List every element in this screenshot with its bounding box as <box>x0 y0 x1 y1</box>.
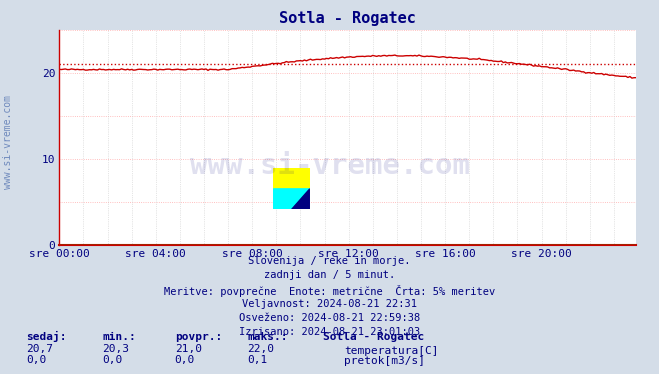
Text: 21,0: 21,0 <box>175 344 202 354</box>
Text: www.si-vreme.com: www.si-vreme.com <box>3 95 13 189</box>
Text: sedaj:: sedaj: <box>26 331 67 342</box>
Text: pretok[m3/s]: pretok[m3/s] <box>344 356 425 366</box>
Text: 0,0: 0,0 <box>175 355 195 365</box>
Polygon shape <box>273 168 310 189</box>
Text: Izrisano: 2024-08-21 23:01:03: Izrisano: 2024-08-21 23:01:03 <box>239 327 420 337</box>
Text: 0,0: 0,0 <box>26 355 47 365</box>
Text: 22,0: 22,0 <box>247 344 274 354</box>
Text: zadnji dan / 5 minut.: zadnji dan / 5 minut. <box>264 270 395 280</box>
Text: Slovenija / reke in morje.: Slovenija / reke in morje. <box>248 256 411 266</box>
Text: Meritve: povprečne  Enote: metrične  Črta: 5% meritev: Meritve: povprečne Enote: metrične Črta:… <box>164 285 495 297</box>
Text: Osveženo: 2024-08-21 22:59:38: Osveženo: 2024-08-21 22:59:38 <box>239 313 420 323</box>
Text: min.:: min.: <box>102 332 136 342</box>
Polygon shape <box>291 189 310 209</box>
Text: maks.:: maks.: <box>247 332 287 342</box>
Text: Veljavnost: 2024-08-21 22:31: Veljavnost: 2024-08-21 22:31 <box>242 299 417 309</box>
Text: 0,0: 0,0 <box>102 355 123 365</box>
Text: 0,1: 0,1 <box>247 355 268 365</box>
Text: www.si-vreme.com: www.si-vreme.com <box>190 153 469 180</box>
Text: povpr.:: povpr.: <box>175 332 222 342</box>
Polygon shape <box>273 189 310 209</box>
Text: 20,7: 20,7 <box>26 344 53 354</box>
Text: temperatura[C]: temperatura[C] <box>344 346 438 356</box>
Title: Sotla - Rogatec: Sotla - Rogatec <box>279 11 416 26</box>
Text: Sotla - Rogatec: Sotla - Rogatec <box>323 332 424 342</box>
Text: 20,3: 20,3 <box>102 344 129 354</box>
